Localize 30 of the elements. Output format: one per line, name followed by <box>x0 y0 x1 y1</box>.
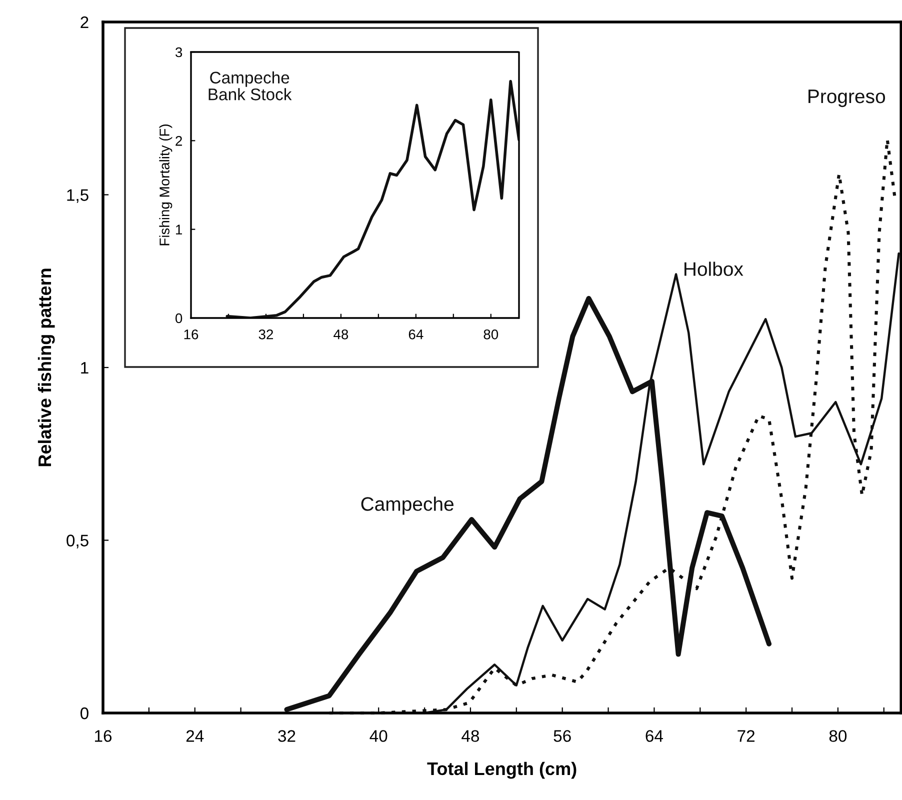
x-tick-label: 32 <box>258 329 273 340</box>
x-axis-title: Total Length (cm) <box>427 762 576 779</box>
y-tick-label: 1 <box>81 362 88 374</box>
x-tick-label: 48 <box>462 730 480 742</box>
x-tick-label: 40 <box>370 730 388 742</box>
x-tick-label: 64 <box>408 329 424 340</box>
x-tick-label: 56 <box>554 730 571 742</box>
x-tick-label: 48 <box>334 329 348 340</box>
series-label: Campeche <box>361 496 454 515</box>
x-tick-label: 80 <box>829 730 847 742</box>
text: Campeche Bank Stock <box>208 71 292 100</box>
x-tick-label: 32 <box>278 730 296 742</box>
series-label: Holbox <box>684 262 744 276</box>
y-tick-label: 0,5 <box>66 534 88 548</box>
x-tick-label: 80 <box>484 329 498 340</box>
y-tick-label: 1 <box>176 224 182 234</box>
y-axis-title: Relative fishing pattern <box>38 268 55 466</box>
y-tick-label: 1,5 <box>67 189 88 203</box>
x-tick-label: 72 <box>738 730 755 742</box>
x-tick-label: 24 <box>186 730 204 742</box>
y-tick-label: 2 <box>80 16 88 28</box>
y-tick-label: 2 <box>176 136 182 146</box>
x-tick-label: 16 <box>184 329 198 340</box>
y-tick-label: 0 <box>80 707 88 720</box>
y-tick-label: 0 <box>175 313 182 324</box>
y-tick-label: 3 <box>175 47 182 58</box>
x-tick-label: 16 <box>95 730 112 742</box>
series-label: Progreso <box>808 90 886 108</box>
x-tick-label: 64 <box>646 730 663 742</box>
y-axis-title: Fishing Mortality (F) <box>159 124 172 246</box>
